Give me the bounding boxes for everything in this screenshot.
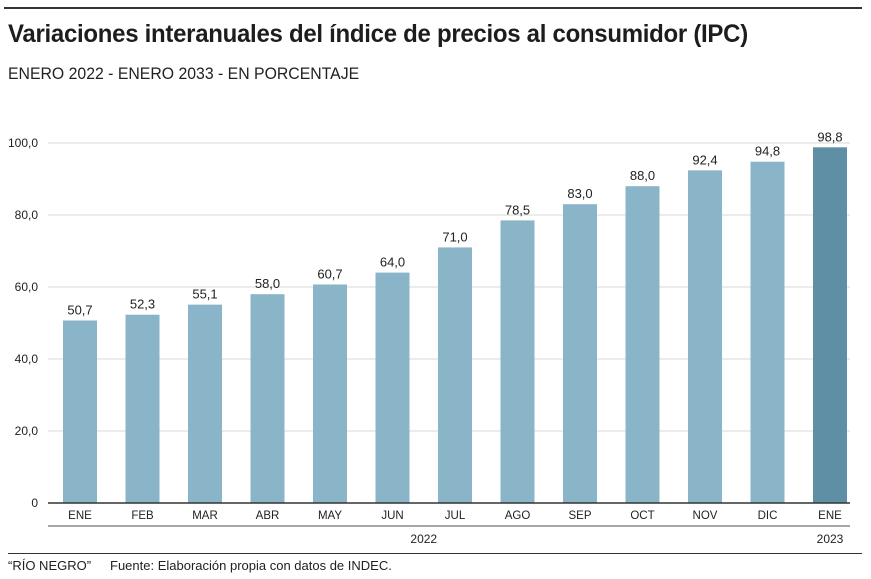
- x-tick-label: ENE: [818, 510, 842, 522]
- bar: [563, 204, 597, 503]
- x-tick-label: ENE: [68, 510, 92, 522]
- data-label: 92,4: [692, 152, 717, 167]
- y-tick-label: 100,0: [8, 136, 38, 150]
- year-labels: 2022 2023: [410, 532, 843, 546]
- bar: [125, 314, 160, 503]
- bar: [625, 186, 660, 503]
- top-rule: [4, 7, 862, 9]
- footer-credit: “RÍO NEGRO”: [8, 558, 92, 573]
- data-label: 98,8: [817, 129, 842, 144]
- data-label: 64,0: [380, 255, 405, 270]
- data-label: 55,1: [192, 287, 217, 302]
- x-tick-label: JUN: [381, 510, 403, 522]
- data-label: 94,8: [755, 144, 780, 159]
- data-label: 71,0: [442, 229, 467, 244]
- chart-title: Variaciones interanuales del índice de p…: [8, 20, 748, 48]
- footer-source: Fuente: Elaboración propia con datos de …: [110, 558, 392, 573]
- x-tick-label: JUL: [445, 510, 466, 522]
- x-tick-label: SEP: [568, 510, 591, 522]
- data-label: 50,7: [67, 302, 92, 317]
- x-tick-label: MAY: [318, 510, 342, 522]
- data-label: 52,3: [130, 297, 155, 312]
- bar: [188, 304, 222, 503]
- data-label: 58,0: [255, 276, 280, 291]
- chart-subtitle: ENERO 2022 - ENERO 2033 - EN PORCENTAJE: [8, 64, 360, 83]
- bar: [500, 220, 535, 503]
- bar: [63, 320, 97, 503]
- bar: [813, 147, 847, 503]
- year-label: 2022: [410, 532, 437, 546]
- x-tick-label: DIC: [758, 510, 778, 522]
- bar: [250, 294, 285, 503]
- x-tick-label: NOV: [693, 510, 718, 522]
- footer-rule: [8, 553, 862, 554]
- x-tick-label: ABR: [256, 510, 280, 522]
- bar: [375, 272, 410, 503]
- y-tick-label: 40,0: [15, 352, 39, 366]
- bar: [688, 170, 722, 504]
- x-tick-label: MAR: [192, 510, 218, 522]
- bars: [63, 147, 847, 504]
- data-labels: 50,7 52,3 55,1 58,0 60,7 64,0 71,0 78,5 83,0 88,0…: [67, 129, 842, 317]
- data-label: 88,0: [630, 168, 655, 183]
- x-axis-tick-labels: ENE FEB MAR ABR MAY JUN JUL AGO SEP OCT NOV DIC ENE: [68, 510, 842, 522]
- bar: [313, 284, 347, 503]
- y-tick-label: 60,0: [15, 280, 39, 294]
- y-axis-tick-labels: 0 20,0 40,0 60,0 80,0 100,0: [8, 136, 38, 510]
- data-label: 60,7: [317, 266, 342, 281]
- data-label: 83,0: [567, 186, 592, 201]
- y-tick-label: 20,0: [15, 424, 39, 438]
- data-label: 78,5: [505, 202, 530, 217]
- y-tick-label: 0: [31, 496, 38, 510]
- bar: [750, 161, 785, 503]
- x-tick-label: FEB: [131, 510, 154, 522]
- bar: [438, 247, 472, 503]
- x-tick-label: OCT: [630, 510, 654, 522]
- y-tick-label: 80,0: [15, 208, 39, 222]
- year-label: 2023: [817, 532, 844, 546]
- x-tick-label: AGO: [505, 510, 531, 522]
